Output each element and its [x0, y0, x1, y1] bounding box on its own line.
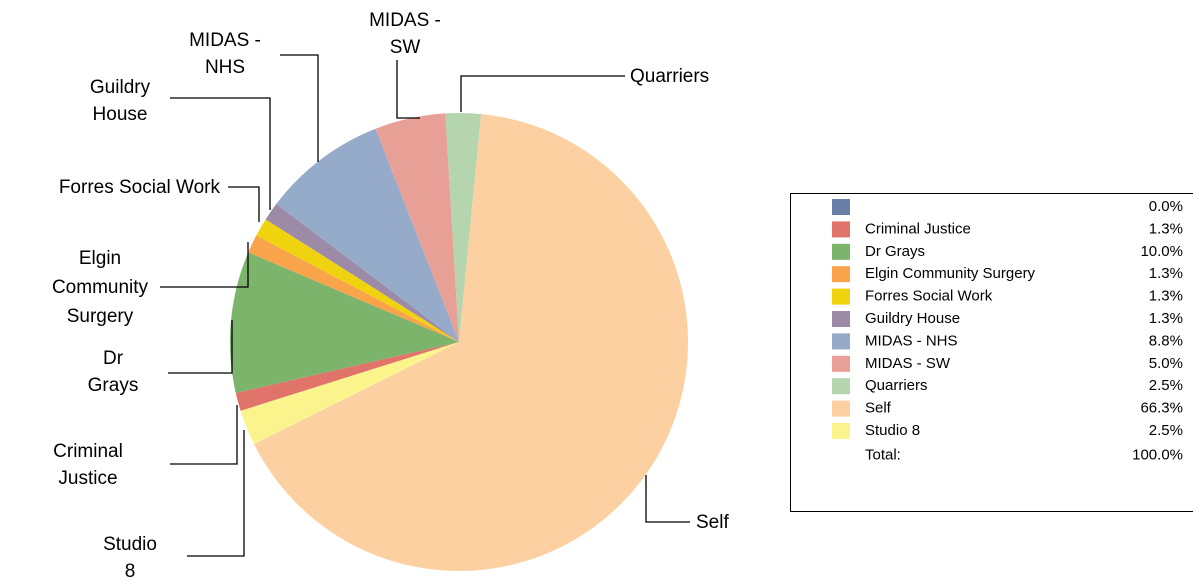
pie-slice: [235, 342, 459, 411]
legend-label: Criminal Justice: [865, 220, 971, 237]
pie-slice: [254, 114, 689, 571]
legend-label: Elgin Community Surgery: [865, 265, 1036, 282]
legend-label: Studio 8: [865, 422, 920, 439]
legend-value: 5.0%: [1149, 355, 1183, 372]
pie-slice: [265, 204, 459, 342]
legend-label: Guildry House: [865, 310, 960, 327]
legend-value: 0.0%: [1149, 198, 1183, 215]
legend-label: Quarriers: [865, 377, 928, 394]
total-label: Total:: [865, 446, 901, 463]
leader-line: [187, 430, 245, 557]
pie-slice: [248, 235, 459, 342]
pie-slice: [445, 113, 482, 342]
leader-line: [460, 75, 625, 112]
slice-label: Forres Social Work: [58, 177, 220, 198]
legend-value: 1.3%: [1149, 310, 1183, 327]
legend-value: 66.3%: [1140, 400, 1183, 417]
leader-line: [280, 54, 319, 162]
legend-swatch: [832, 378, 850, 395]
legend-label: Forres Social Work: [865, 288, 993, 305]
leader-line: [170, 405, 238, 465]
slice-label: Quarriers: [630, 66, 710, 87]
legend-value: 2.5%: [1149, 422, 1183, 439]
legend-value: 1.3%: [1149, 288, 1183, 305]
legend-swatch: [832, 355, 850, 372]
legend-swatch: [832, 221, 850, 238]
legend-label: Self: [865, 400, 892, 417]
slice-label: Elgin Community Surgery: [51, 248, 149, 327]
legend-swatch: [832, 243, 850, 260]
leader-line: [160, 242, 249, 288]
total-value: 100.0%: [1132, 446, 1183, 463]
pie-slice: [240, 342, 459, 445]
legend-value: 2.5%: [1149, 377, 1183, 394]
slice-label: Criminal Justice: [53, 441, 123, 489]
legend-swatch: [832, 333, 850, 350]
legend-value: 10.0%: [1140, 243, 1183, 260]
legend-swatch: [832, 199, 850, 215]
legend-value: 8.8%: [1149, 332, 1183, 349]
leader-line: [396, 60, 420, 119]
legend-box: [790, 193, 1193, 512]
leader-line: [228, 186, 260, 222]
legend-swatch: [832, 423, 850, 439]
pie-slice: [230, 252, 459, 393]
pie-slice: [375, 113, 459, 342]
slice-label: Dr Grays: [87, 348, 139, 396]
legend-swatch: [832, 400, 850, 417]
pie-slice: [256, 219, 459, 342]
slice-label: Self: [696, 512, 729, 533]
pie-slice: [276, 128, 459, 342]
leader-line: [170, 97, 271, 210]
legend-swatch: [832, 288, 850, 305]
slice-label: Guildry House: [89, 77, 151, 125]
slice-label: MIDAS - SW: [369, 10, 441, 58]
legend-label: MIDAS - SW: [865, 355, 951, 372]
slice-label: Studio 8: [103, 534, 157, 581]
legend-label: Dr Grays: [865, 243, 925, 260]
legend-value: 1.3%: [1149, 220, 1183, 237]
leader-line: [645, 475, 690, 523]
legend-swatch: [832, 311, 850, 327]
legend-label: MIDAS - NHS: [865, 332, 958, 349]
legend-swatch: [832, 266, 850, 283]
leader-line: [168, 320, 233, 374]
slice-label: MIDAS - NHS: [189, 30, 261, 78]
legend-value: 1.3%: [1149, 265, 1183, 282]
